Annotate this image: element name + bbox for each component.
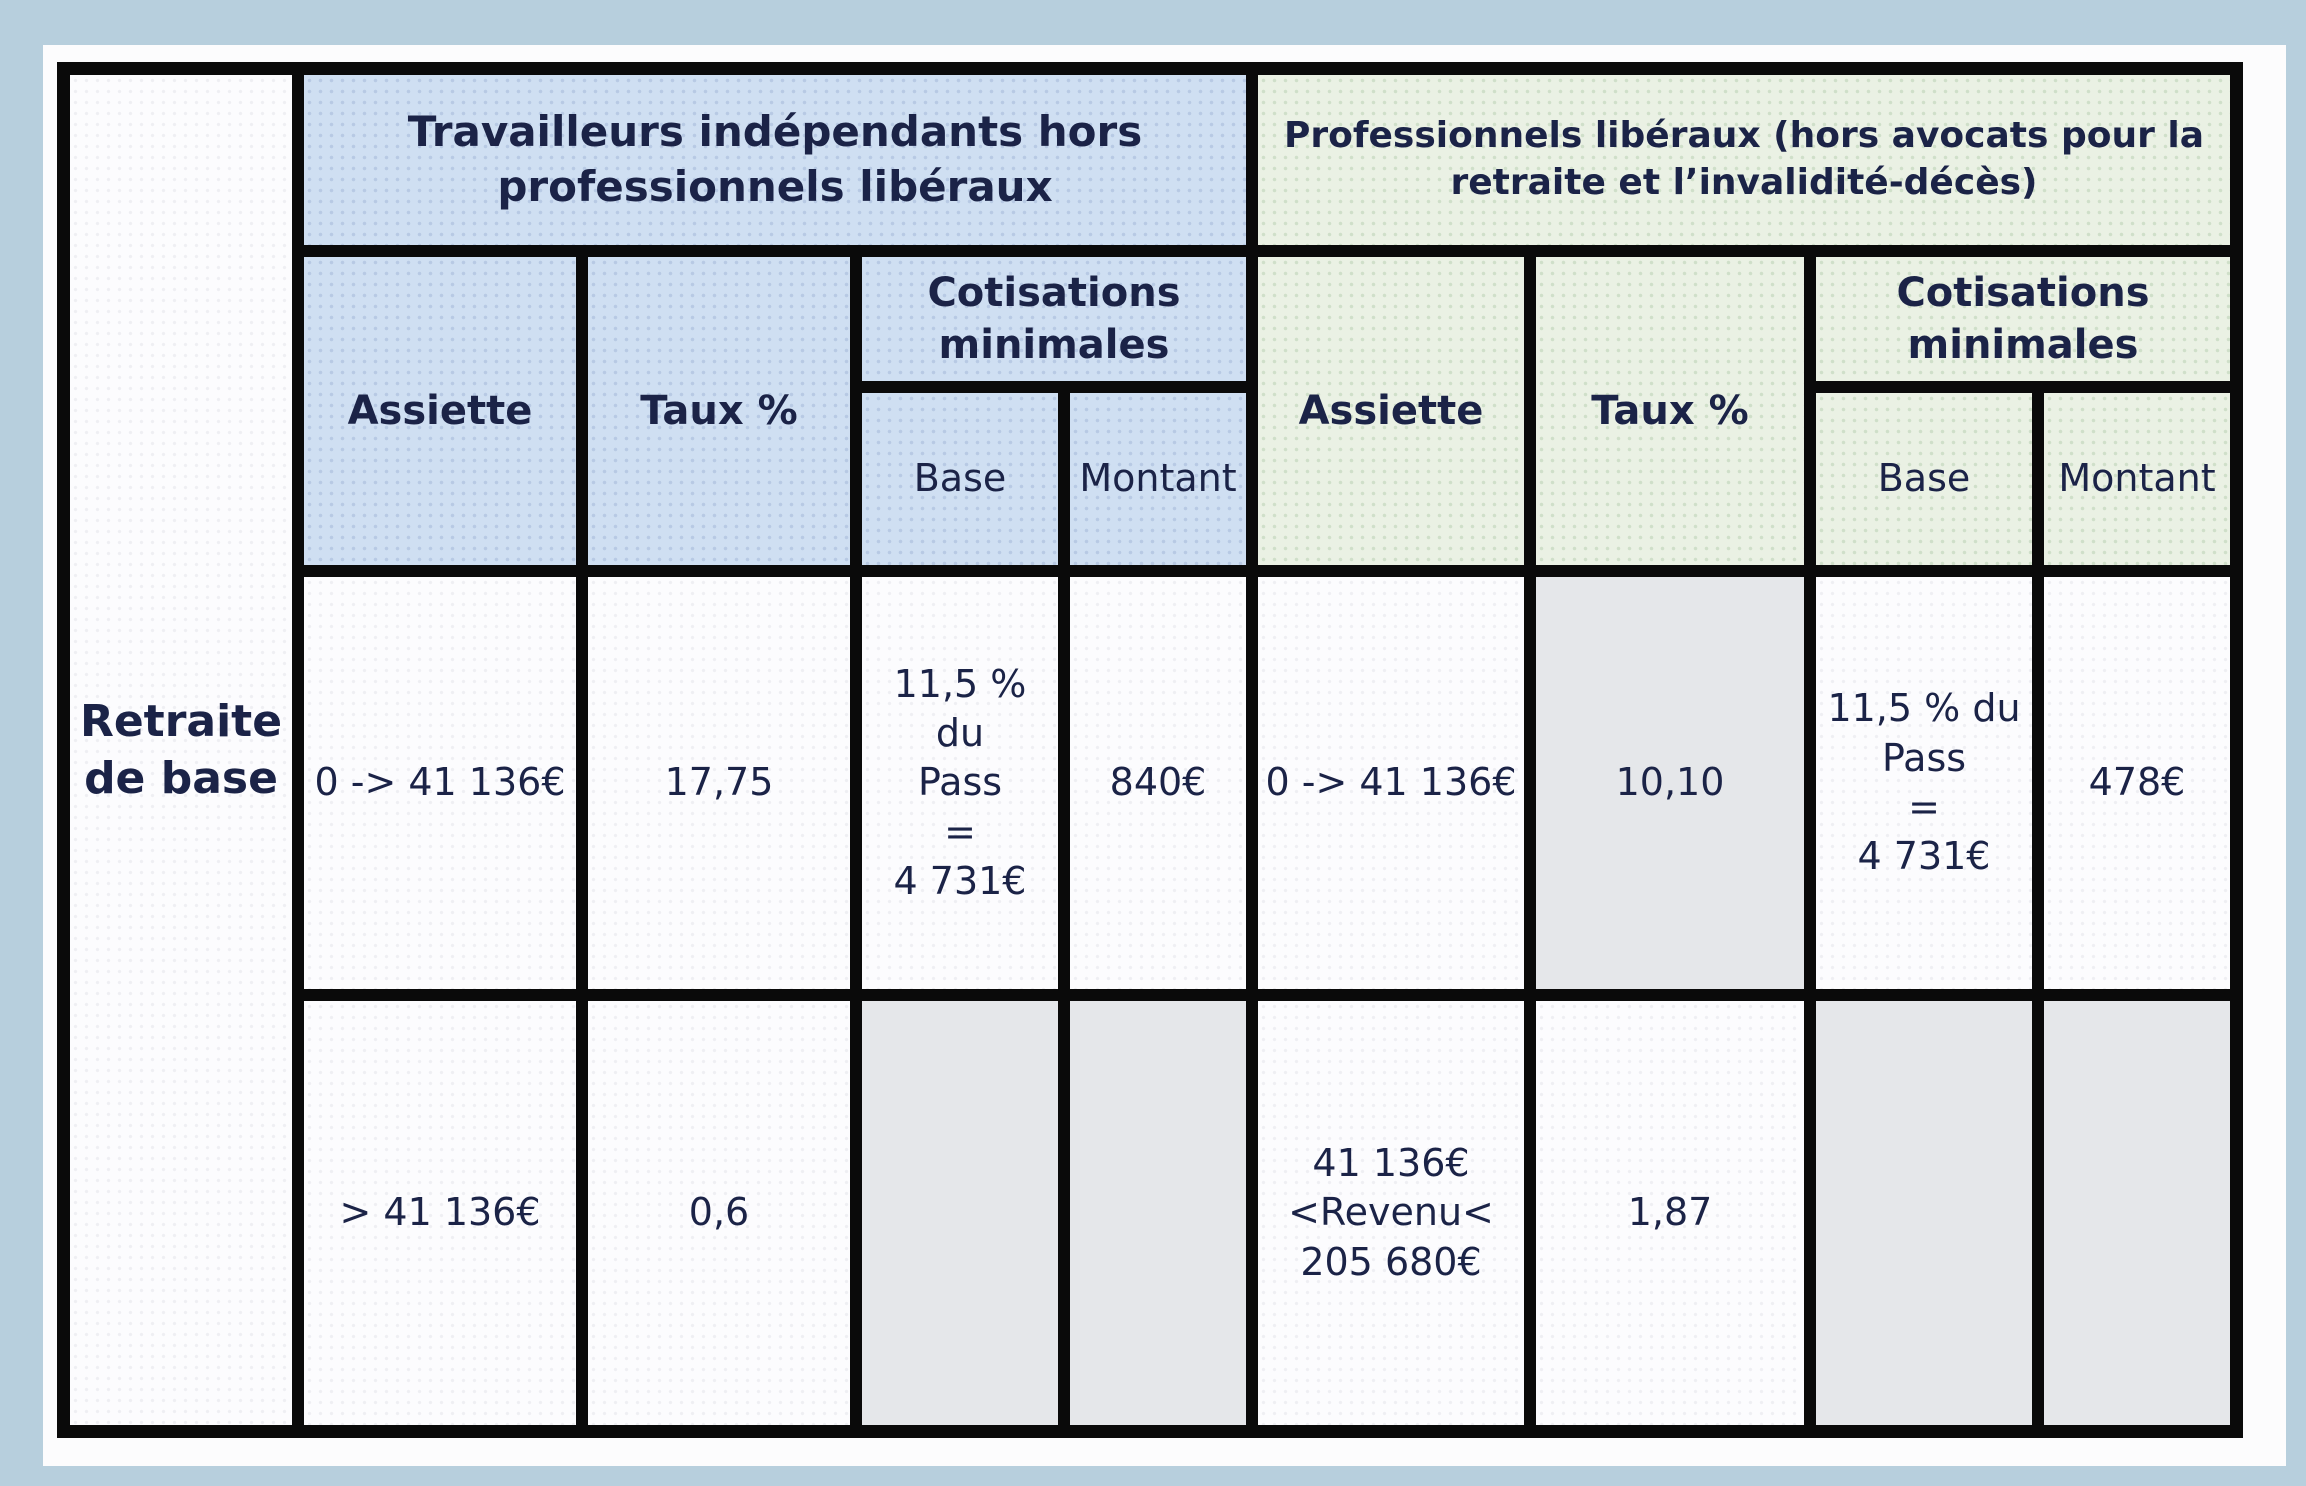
cell-row1-right-assiette: 0 -> 41 136€ — [1258, 577, 1524, 989]
col-header-montant-right: Montant — [2044, 393, 2230, 565]
cell-row2-right-assiette: 41 136€ <Revenu< 205 680€ — [1258, 1001, 1524, 1425]
cell-row2-left-assiette: > 41 136€ — [304, 1001, 576, 1425]
cell-row2-right-taux: 1,87 — [1536, 1001, 1804, 1425]
col-header-base-left: Base — [862, 393, 1058, 565]
col-header-cotisations-right: Cotisations minimales — [1816, 257, 2230, 381]
cell-row2-right-montant — [2044, 1001, 2230, 1425]
cell-row1-left-base: 11,5 % du Pass = 4 731€ — [862, 577, 1058, 989]
table-panel: Retraite de base Travailleurs indépendan… — [43, 45, 2286, 1466]
cell-row1-right-taux: 10,10 — [1536, 577, 1804, 989]
cell-row1-left-taux: 17,75 — [588, 577, 850, 989]
cell-row2-left-montant — [1070, 1001, 1246, 1425]
cell-row1-left-montant: 840€ — [1070, 577, 1246, 989]
cell-row2-left-base — [862, 1001, 1058, 1425]
cell-row1-right-base: 11,5 % du Pass = 4 731€ — [1816, 577, 2032, 989]
col-header-montant-left: Montant — [1070, 393, 1246, 565]
col-header-base-right: Base — [1816, 393, 2032, 565]
col-header-assiette-left: Assiette — [304, 257, 576, 565]
col-header-taux-right: Taux % — [1536, 257, 1804, 565]
cell-row2-right-base — [1816, 1001, 2032, 1425]
col-header-assiette-right: Assiette — [1258, 257, 1524, 565]
group-header-travailleurs-independants: Travailleurs indépendants hors professio… — [304, 75, 1246, 245]
group-header-professionnels-liberaux: Professionnels libéraux (hors avocats po… — [1258, 75, 2230, 245]
cell-row1-left-assiette: 0 -> 41 136€ — [304, 577, 576, 989]
row-label-retraite-de-base: Retraite de base — [70, 75, 292, 1425]
contributions-table: Retraite de base Travailleurs indépendan… — [57, 62, 2243, 1438]
col-header-taux-left: Taux % — [588, 257, 850, 565]
col-header-cotisations-left: Cotisations minimales — [862, 257, 1246, 381]
cell-row1-right-montant: 478€ — [2044, 577, 2230, 989]
cell-row2-left-taux: 0,6 — [588, 1001, 850, 1425]
